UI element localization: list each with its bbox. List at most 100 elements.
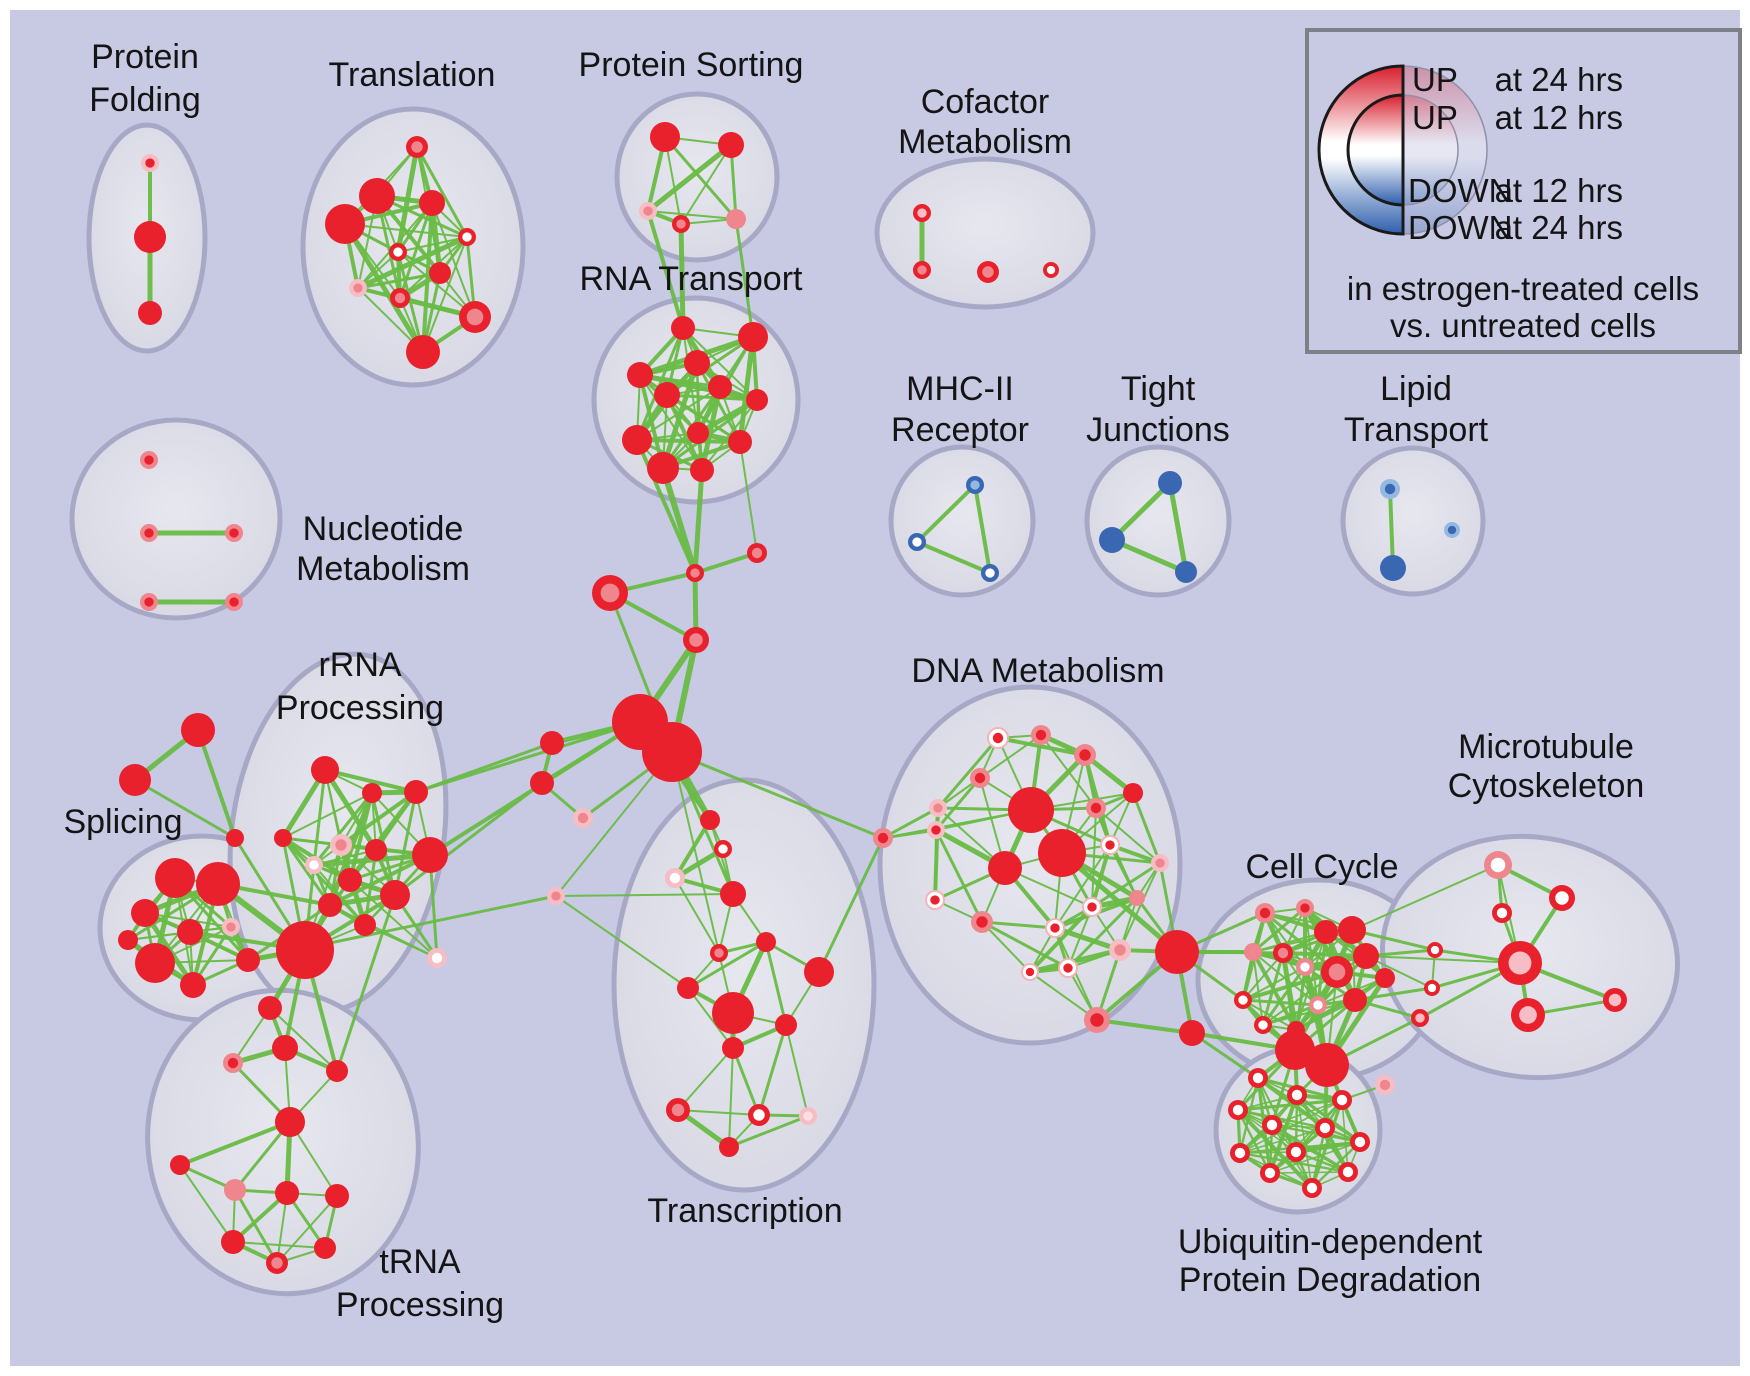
node-core-cy1	[1300, 903, 1310, 913]
node-ring-rr8	[380, 880, 410, 910]
node-cy0	[1255, 903, 1275, 923]
node-core-ub8	[1290, 1146, 1302, 1158]
cluster-label-cofactor-metabolism-0: Cofactor	[921, 83, 1050, 121]
node-dn21	[1151, 854, 1169, 872]
node-ring-rr10	[354, 914, 376, 936]
node-ring-tx0	[700, 810, 720, 830]
cluster-shape-lipid-transport	[1340, 445, 1486, 597]
edge-cc1-ub0	[1191, 1031, 1259, 1080]
node-core-cy0	[1259, 907, 1271, 919]
node-tn0	[258, 996, 282, 1020]
node-ps1	[718, 132, 744, 158]
edge-tj0-tj1	[1110, 481, 1172, 542]
node-tj1	[1099, 527, 1125, 553]
node-dn9	[927, 821, 945, 839]
node-cc0	[1155, 930, 1199, 974]
node-k0	[747, 543, 767, 563]
node-rt3	[684, 350, 710, 376]
edge-dna-metabolism	[934, 829, 937, 901]
edge-trna-processing	[232, 1241, 326, 1249]
node-cf3	[1043, 262, 1059, 278]
node-cy9	[1234, 991, 1252, 1009]
node-ring-pf1	[134, 221, 166, 253]
node-tx4	[710, 944, 728, 962]
edge-rrna-processing	[364, 924, 438, 959]
edge-k1-k0	[694, 551, 758, 575]
node-core-cy5	[1277, 947, 1289, 959]
edge-dna-metabolism	[997, 736, 1086, 757]
edge-transcription	[674, 877, 720, 954]
edge-dna-metabolism	[934, 829, 984, 923]
legend-time-0: at 24 hrs	[1495, 61, 1623, 98]
cluster-label-nucleotide-metabolism-0: Nucleotide	[303, 510, 464, 548]
node-fr2	[226, 829, 244, 847]
node-rr6	[338, 868, 362, 892]
cluster-label-mhc-ii-receptor-0: MHC-II	[906, 370, 1014, 408]
edge-ps4-rt1	[734, 218, 755, 338]
node-tx6	[756, 932, 776, 952]
edge-ubiquitin-degradation	[1311, 1141, 1361, 1189]
node-core-mt2	[1496, 907, 1508, 919]
edge-ubiquitin-degradation	[1239, 1151, 1349, 1174]
node-ub5	[1315, 1118, 1335, 1138]
node-sp1	[196, 862, 240, 906]
edge-rrna-processing	[329, 853, 431, 907]
node-rt4	[654, 382, 680, 408]
node-ring-rt6	[746, 389, 768, 411]
node-ring-tr2	[419, 190, 445, 216]
edge-hb1-rr2	[415, 720, 641, 794]
cluster-label-trna-processing-1: Processing	[336, 1286, 504, 1324]
node-tn1	[223, 1053, 243, 1073]
edge-b0-hb2	[555, 751, 673, 897]
node-ps0	[650, 122, 680, 152]
network-nodes	[118, 122, 1627, 1274]
node-ps3	[672, 215, 690, 233]
edge-cell-cycle	[1252, 906, 1306, 954]
edge-b0-tx3	[555, 893, 734, 897]
edge-transcription	[785, 1024, 809, 1117]
cluster-label-translation-0: Translation	[329, 56, 496, 94]
node-mh1	[908, 533, 926, 551]
node-ring-tx10	[775, 1014, 797, 1036]
node-ring-rr1	[362, 783, 382, 803]
node-core-ub10	[1306, 1182, 1318, 1194]
node-core-mh1	[912, 537, 922, 547]
cluster-labels: Protein Folding Translation Protein Sorting…	[63, 38, 1644, 1324]
node-core-dn5	[1090, 802, 1102, 814]
node-rr7	[412, 837, 448, 873]
node-sp0	[155, 858, 195, 898]
node-rr12	[274, 829, 292, 847]
node-core-k0	[751, 547, 763, 559]
node-dn13	[1045, 918, 1065, 938]
node-mt3	[1498, 941, 1542, 985]
node-cy2	[1314, 920, 1338, 944]
node-core-w0	[877, 832, 889, 844]
node-rt8	[687, 422, 709, 444]
node-dn19	[1129, 890, 1145, 906]
node-cy3	[1338, 916, 1366, 944]
cluster-label-tight-junctions-1: Junctions	[1086, 411, 1230, 449]
node-ring-cc1	[1179, 1020, 1205, 1046]
node-dn5	[1086, 798, 1106, 818]
node-q0	[540, 731, 564, 755]
node-ring-rrh	[276, 921, 334, 979]
node-rr2	[404, 780, 428, 804]
node-ub9	[1260, 1163, 1280, 1183]
node-ring-sp6	[180, 972, 206, 998]
node-ring-cc0	[1155, 930, 1199, 974]
edge-cell-cycle	[1282, 951, 1367, 958]
legend-footer-0: in estrogen-treated cells	[1347, 270, 1699, 307]
node-ring-rt1	[738, 322, 768, 352]
cluster-label-mhc-ii-receptor-1: Receptor	[891, 411, 1029, 449]
edge-dna-metabolism	[934, 777, 982, 831]
node-ring-tj0	[1158, 471, 1182, 495]
node-ring-rt10	[647, 452, 679, 484]
node-ring-tn8	[325, 1184, 349, 1208]
edge-translation	[397, 236, 468, 253]
node-tr10	[406, 335, 440, 369]
node-core-ub11	[1342, 1166, 1354, 1178]
edge-translation	[356, 234, 469, 291]
node-dn6	[1008, 787, 1054, 833]
node-tn9	[221, 1230, 245, 1254]
node-b0	[547, 887, 565, 905]
